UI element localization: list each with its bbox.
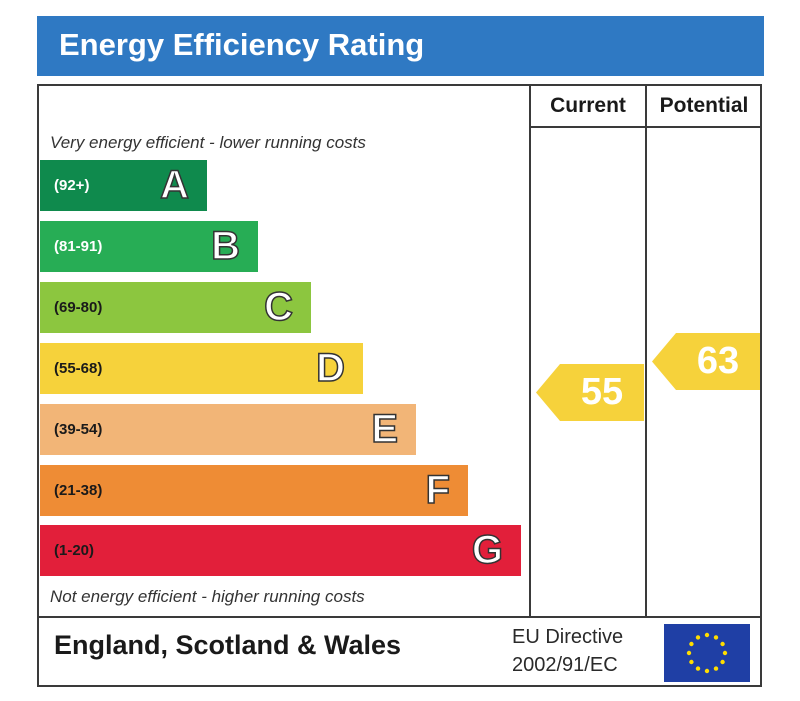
band-letter: C — [263, 284, 293, 330]
header-divider — [529, 126, 762, 128]
eu-flag-star — [720, 659, 725, 665]
band-letter: B — [210, 223, 240, 269]
band-e: (39-54) E — [40, 404, 416, 455]
current-rating-arrow: 55 — [536, 364, 644, 421]
band-range: (39-54) — [54, 421, 103, 438]
eu-flag-star — [713, 635, 719, 640]
column-header-potential: Potential — [659, 94, 749, 117]
title-bar: Energy Efficiency Rating — [37, 16, 764, 76]
band-range: (81-91) — [54, 238, 103, 255]
band-letter: E — [371, 406, 399, 452]
eu-directive-line2: 2002/91/EC — [512, 654, 618, 676]
top-caption: Very energy efficient - lower running co… — [50, 133, 366, 152]
band-b: (81-91) B — [40, 221, 258, 272]
band-d: (55-68) D — [40, 343, 363, 394]
divider-bands-current — [529, 84, 531, 618]
eu-flag-star — [686, 650, 692, 656]
eu-flag-icon — [664, 624, 750, 682]
band-c: (69-80) C — [40, 282, 311, 333]
band-letter: A — [159, 162, 189, 208]
eu-flag-star — [713, 666, 719, 671]
footer-divider — [37, 616, 762, 618]
band-letter: D — [315, 345, 345, 391]
band-range: (69-80) — [54, 299, 103, 316]
band-range: (1-20) — [54, 542, 95, 559]
eu-flag-star — [704, 632, 710, 638]
band-letter: F — [425, 467, 451, 513]
page-title: Energy Efficiency Rating — [59, 27, 425, 62]
divider-current-potential — [645, 84, 647, 618]
eu-flag-star — [689, 641, 694, 647]
footer-region: England, Scotland & Wales — [54, 630, 402, 660]
eu-flag-star — [704, 668, 710, 674]
bottom-caption: Not energy efficient - higher running co… — [50, 587, 365, 606]
rating-frame — [37, 84, 762, 687]
eu-flag-star — [695, 666, 701, 671]
eu-flag-star — [722, 650, 728, 656]
band-range: (21-38) — [54, 482, 103, 499]
band-g: (1-20) G — [40, 525, 521, 576]
band-range: (55-68) — [54, 360, 103, 377]
eu-directive-line1: EU Directive — [512, 626, 624, 648]
column-header-current: Current — [550, 94, 626, 117]
band-a: (92+) A — [40, 160, 207, 211]
band-range: (92+) — [54, 177, 90, 194]
potential-rating-arrow: 63 — [652, 333, 760, 390]
band-f: (21-38) F — [40, 465, 468, 516]
eu-flag-star — [695, 635, 701, 640]
current-rating-value: 55 — [580, 371, 624, 413]
band-letter: G — [471, 527, 504, 573]
potential-arrow-shape — [652, 333, 760, 390]
potential-rating-value: 63 — [696, 340, 740, 382]
eu-flag-star — [689, 659, 694, 665]
current-arrow-shape — [536, 364, 644, 421]
eu-flag-star — [720, 641, 725, 647]
